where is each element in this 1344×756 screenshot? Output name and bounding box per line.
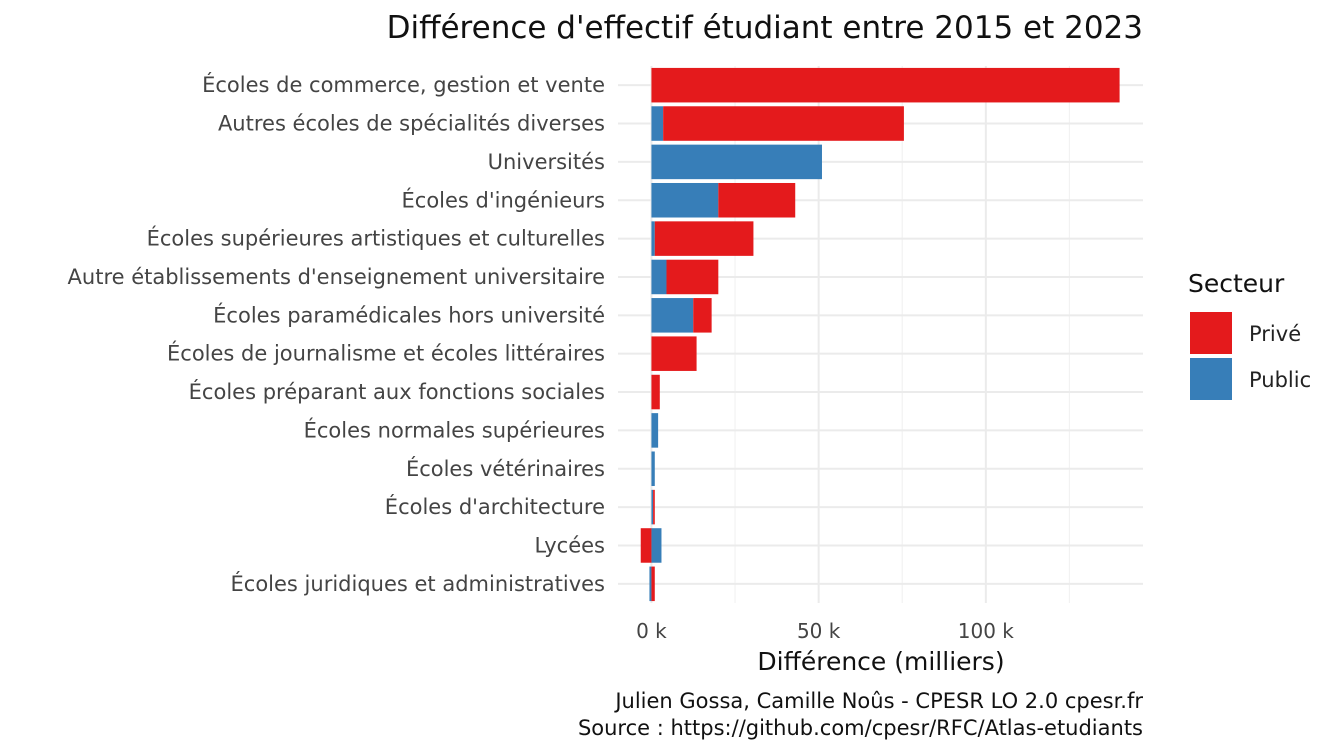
category-label: Autres écoles de spécialités diverses [218,112,605,136]
category-label: Écoles normales supérieures [304,417,605,442]
caption-line-2: Source : https://github.com/cpesr/RFC/At… [578,716,1143,740]
chart-title: Différence d'effectif étudiant entre 201… [387,10,1143,46]
x-tick-labels: 0 k 50 k 100 k [636,619,1014,643]
category-labels: Écoles de commerce, gestion et vente Autr… [68,72,605,596]
bar-privé [693,298,712,333]
bar-privé [663,106,904,141]
category-label: Écoles juridiques et administratives [231,571,605,596]
bar-privé [640,528,652,563]
bar-public [651,221,655,256]
bar-privé [653,489,655,525]
bar-public [651,182,719,218]
category-label: Écoles de journalisme et écoles littérai… [167,341,605,366]
category-label: Lycées [534,533,605,557]
legend: Secteur Privé Public [1188,269,1311,400]
legend-title: Secteur [1188,269,1285,298]
category-label: Écoles d'architecture [385,494,605,519]
bar-public [651,259,667,295]
x-tick-label: 100 k [958,619,1015,643]
bar-public [651,298,694,333]
category-label: Écoles d'ingénieurs [402,187,605,212]
bar-public [651,451,655,487]
bar-public [651,106,664,141]
legend-label-privé: Privé [1249,322,1301,346]
bar-privé [651,374,660,410]
category-label: Écoles vétérinaires [406,456,605,481]
caption-line-1: Julien Gossa, Camille Noûs - CPESR LO 2.… [613,689,1143,713]
legend-label-public: Public [1249,368,1311,392]
legend-swatch-privé [1190,312,1232,354]
category-label: Universités [488,150,605,174]
caption: Julien Gossa, Camille Noûs - CPESR LO 2.… [578,689,1143,740]
bar-public [651,413,659,448]
category-label: Autre établissements d'enseignement univ… [68,265,605,289]
x-tick-label: 0 k [636,619,667,643]
bar-public [649,566,652,602]
bar-privé [666,259,719,295]
category-label: Écoles préparant aux fonctions sociales [189,379,605,404]
x-axis-title: Différence (milliers) [757,647,1004,676]
bar-privé [718,182,796,218]
bar-privé [651,566,655,602]
bar-privé [654,221,754,256]
x-tick-label: 50 k [797,619,841,643]
bar-public [651,489,654,525]
bar-public [651,528,662,563]
bars [640,67,1120,602]
legend-items: Privé Public [1190,312,1311,400]
bar-public [651,144,822,180]
bar-privé [651,336,697,371]
category-label: Écoles paramédicales hors université [213,302,605,327]
category-label: Écoles supérieures artistiques et cultur… [147,226,605,251]
category-label: Écoles de commerce, gestion et vente [202,72,605,97]
legend-swatch-public [1190,358,1232,400]
bar-privé [651,67,1120,103]
